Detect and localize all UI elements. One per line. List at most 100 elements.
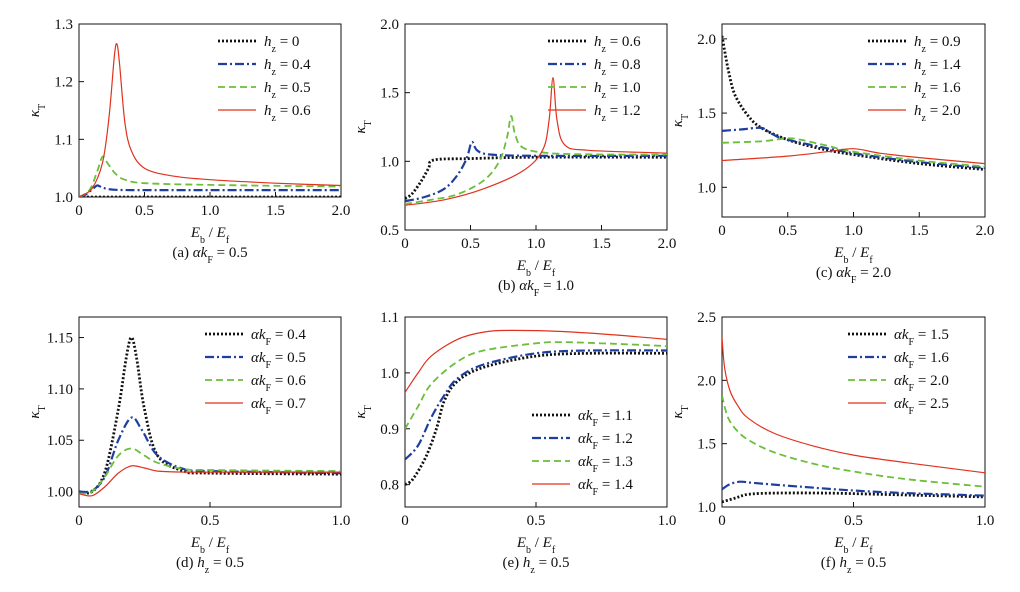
legend-label: hz = 0.9 xyxy=(914,34,961,55)
series-group xyxy=(405,329,667,486)
series-line xyxy=(79,447,341,495)
panel-caption: (a) αkF = 0.5 xyxy=(172,245,247,266)
series-group xyxy=(722,35,985,171)
x-tick-label: 0.5 xyxy=(778,223,797,239)
axes-frame xyxy=(404,23,668,231)
x-tick-label: 0 xyxy=(75,203,83,219)
y-axis-label: κT xyxy=(27,104,48,117)
x-tick-label: 0 xyxy=(718,223,726,239)
y-tick-label: 2.0 xyxy=(697,32,716,48)
x-tick-label: 1.0 xyxy=(844,223,863,239)
series-group xyxy=(79,336,341,497)
panel-e: 0 0.5 1.0 0.8 0.9 1.0 1.1 Eb / Ef κT (e) hz = 0.5… xyxy=(353,310,676,576)
legend-label: αkF = 0.7 xyxy=(251,396,306,417)
x-tick-label: 0 xyxy=(75,513,83,529)
axes-frame xyxy=(721,316,986,508)
legend-label: αkF = 2.5 xyxy=(894,396,949,417)
x-axis-label: Eb / Ef xyxy=(516,258,556,279)
y-axis-label: κT xyxy=(670,405,691,418)
y-tick-label: 1.05 xyxy=(47,433,73,449)
y-tick-label: 1.5 xyxy=(380,86,399,102)
y-axis-label: κT xyxy=(353,405,374,418)
series-line xyxy=(79,155,341,197)
y-tick-label: 1.1 xyxy=(380,310,399,326)
y-tick-label: 1.0 xyxy=(697,180,716,196)
series-line xyxy=(405,115,667,205)
x-tick-label: 1.0 xyxy=(976,513,995,529)
y-tick-label: 0.8 xyxy=(380,478,399,494)
y-tick-label: 1.5 xyxy=(697,106,716,122)
panel-f: 0 0.5 1.0 1.0 1.5 2.0 2.5 Eb / Ef κT (f) hz = 0.5… xyxy=(670,310,994,576)
y-axis-label: κT xyxy=(353,120,374,133)
series-line xyxy=(722,395,985,488)
legend-label: αkF = 0.5 xyxy=(251,350,306,371)
x-tick-label: 0.5 xyxy=(527,513,546,529)
legend-label: αkF = 1.2 xyxy=(578,431,633,452)
y-tick-label: 2.5 xyxy=(697,310,716,326)
x-tick-label: 0.5 xyxy=(461,236,480,252)
legend-label: hz = 2.0 xyxy=(914,103,961,124)
x-axis-label: Eb / Ef xyxy=(833,535,873,556)
panel-caption: (b) αkF = 1.0 xyxy=(498,278,574,299)
x-tick-label: 1.0 xyxy=(527,236,546,252)
y-tick-label: 1.0 xyxy=(380,154,399,170)
legend-label: αkF = 1.6 xyxy=(894,350,949,371)
series-line xyxy=(79,465,341,497)
series-line xyxy=(722,126,985,170)
y-tick-label: 0.5 xyxy=(380,223,399,239)
axes-frame xyxy=(721,23,986,218)
y-tick-label: 1.1 xyxy=(54,132,73,148)
series-group xyxy=(722,337,985,504)
series-line xyxy=(405,341,667,430)
legend-label: hz = 1.2 xyxy=(594,103,641,124)
legend-label: αkF = 1.5 xyxy=(894,327,949,348)
axes-frame xyxy=(78,316,342,508)
y-tick-label: 2.0 xyxy=(697,373,716,389)
x-tick-label: 0.5 xyxy=(201,513,220,529)
y-tick-label: 1.0 xyxy=(697,500,716,516)
x-tick-label: 1.5 xyxy=(266,203,285,219)
legend-label: hz = 0.5 xyxy=(264,80,311,101)
legend-label: αkF = 1.4 xyxy=(578,477,633,498)
y-tick-label: 1.10 xyxy=(47,382,73,398)
legend-label: hz = 1.4 xyxy=(914,57,961,78)
series-line xyxy=(722,337,985,474)
y-axis-label: κT xyxy=(27,405,48,418)
legend-label: hz = 0.8 xyxy=(594,57,641,78)
x-tick-label: 1.0 xyxy=(332,513,351,529)
legend-label: hz = 0 xyxy=(264,34,299,55)
y-tick-label: 0.9 xyxy=(380,422,399,438)
series-line xyxy=(405,140,667,203)
x-tick-label: 0.5 xyxy=(844,513,863,529)
legend-label: hz = 1.0 xyxy=(594,80,641,101)
y-tick-label: 1.15 xyxy=(47,331,73,347)
legend-label: hz = 0.6 xyxy=(594,34,641,55)
panel-c: 0 0.5 1.0 1.5 2.0 1.0 1.5 2.0 Eb / Ef κT (c) αkF =… xyxy=(670,23,994,286)
series-line xyxy=(405,155,667,200)
series-line xyxy=(722,137,985,168)
legend-label: αkF = 0.6 xyxy=(251,373,306,394)
legend-label: hz = 1.6 xyxy=(914,80,961,101)
legend-label: hz = 0.4 xyxy=(264,57,311,78)
y-tick-label: 1.3 xyxy=(54,17,73,33)
series-group xyxy=(405,76,667,206)
x-axis-label: Eb / Ef xyxy=(190,225,230,246)
series-line xyxy=(722,148,985,165)
series-group xyxy=(79,43,341,197)
y-tick-label: 1.2 xyxy=(54,75,73,91)
series-line xyxy=(722,480,985,497)
y-axis-label: κT xyxy=(670,114,691,127)
legend-label: hz = 0.6 xyxy=(264,103,311,124)
series-line xyxy=(79,43,341,197)
x-tick-label: 1.0 xyxy=(658,513,677,529)
x-tick-label: 1.0 xyxy=(201,203,220,219)
legend-label: αkF = 1.1 xyxy=(578,408,633,429)
series-line xyxy=(79,184,341,197)
y-tick-label: 2.0 xyxy=(380,17,399,33)
x-tick-label: 2.0 xyxy=(658,236,677,252)
series-line xyxy=(405,349,667,461)
legend-label: αkF = 1.3 xyxy=(578,454,633,475)
x-axis-label: Eb / Ef xyxy=(833,245,873,266)
panel-caption: (f) hz = 0.5 xyxy=(821,555,886,576)
